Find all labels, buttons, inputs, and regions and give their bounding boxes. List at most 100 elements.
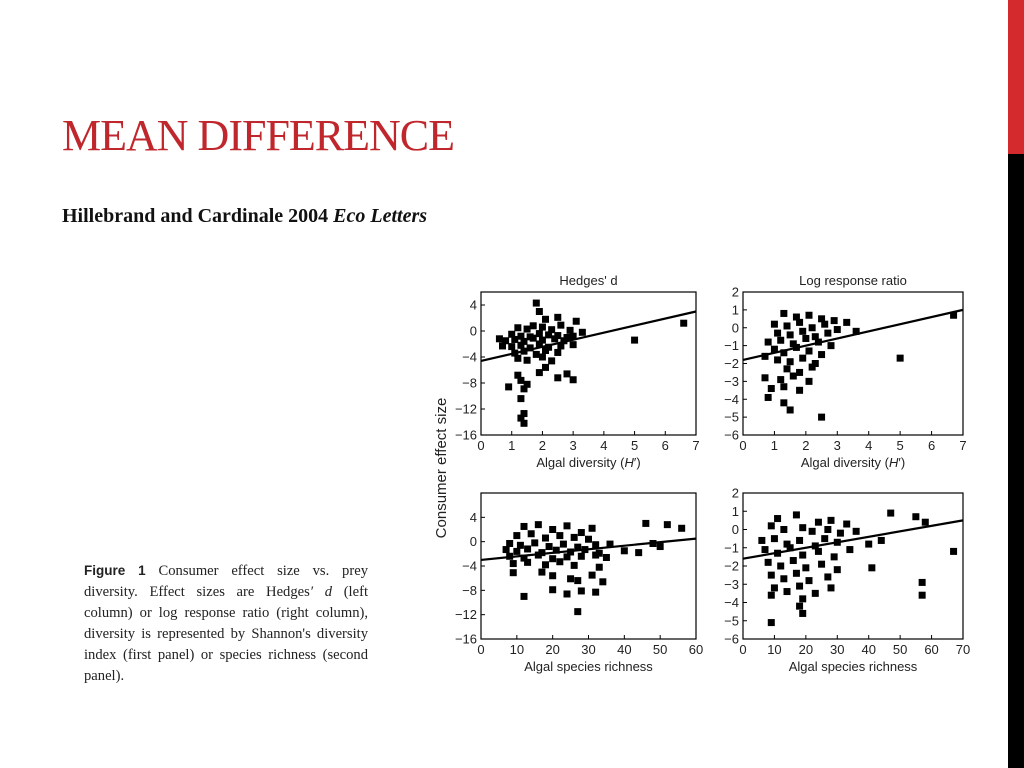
data-point [513, 547, 521, 555]
y-tick-label: −3 [724, 374, 739, 389]
data-point [852, 327, 860, 335]
y-tick-label: −8 [462, 376, 477, 391]
data-point [592, 551, 600, 559]
data-point [789, 340, 797, 348]
data-point [545, 543, 553, 551]
data-point [516, 541, 524, 549]
data-point [780, 309, 788, 317]
data-point [811, 542, 819, 550]
data-point [808, 527, 816, 535]
data-point [581, 546, 589, 554]
data-point [508, 343, 516, 351]
data-point [827, 342, 835, 350]
data-point [786, 331, 794, 339]
data-point [680, 319, 688, 327]
data-point [502, 337, 510, 345]
x-tick-label: 20 [545, 642, 559, 657]
data-point [588, 571, 596, 579]
data-point [542, 363, 549, 371]
data-point [577, 529, 585, 537]
y-tick-label: −4 [462, 559, 477, 574]
data-point [535, 308, 543, 315]
y-tick-label: −1 [724, 338, 739, 353]
y-tick-label: −4 [462, 350, 477, 365]
data-point [563, 522, 571, 530]
data-point [554, 313, 562, 321]
data-point [770, 535, 778, 543]
data-point [560, 337, 568, 345]
data-point [506, 552, 514, 560]
data-point [852, 527, 860, 535]
y-tick-label: −12 [455, 607, 477, 622]
x-tick-label: 6 [928, 438, 935, 453]
x-tick-label: 60 [924, 642, 938, 657]
data-point [567, 548, 575, 556]
data-point [818, 413, 826, 421]
figure-caption: Figure 1 Consumer effect size vs. prey d… [84, 560, 368, 687]
data-point [595, 563, 603, 571]
data-point [517, 376, 525, 384]
data-point [767, 522, 775, 530]
data-point [538, 323, 546, 331]
data-point [877, 536, 885, 544]
data-point [830, 317, 838, 325]
data-point [896, 354, 904, 362]
x-axis-label: Algal diversity (H′) [536, 455, 640, 470]
data-point [780, 349, 788, 357]
y-tick-label: −4 [724, 392, 739, 407]
data-point [517, 414, 525, 422]
data-point [535, 330, 543, 338]
data-point [918, 591, 926, 599]
data-point [563, 553, 571, 561]
data-point [552, 546, 560, 554]
y-tick-label: −1 [724, 540, 739, 555]
y-tick-label: −5 [724, 613, 739, 628]
scatter-panel-1: Hedges' d 0 1 2 3 4 5 6 7 4 0 −4 −8 −12 −16 Algal diver… [455, 273, 700, 470]
data-point [780, 383, 788, 391]
data-point [517, 395, 525, 403]
data-point [542, 534, 549, 542]
data-point [811, 333, 819, 341]
data-point [592, 588, 600, 596]
shared-ylabel: Consumer effect size [433, 398, 450, 539]
data-point [805, 311, 813, 319]
data-point [767, 571, 775, 579]
data-point [814, 547, 822, 555]
data-point [548, 357, 556, 365]
x-tick-label: 70 [956, 642, 970, 657]
trend-line [480, 537, 697, 562]
y-tick-label: 0 [732, 522, 739, 537]
data-point [574, 543, 582, 551]
data-point [514, 324, 522, 332]
data-point [577, 587, 585, 595]
data-point [535, 369, 543, 377]
data-point [642, 519, 650, 527]
data-point [505, 383, 513, 391]
data-point [827, 516, 835, 524]
data-point [511, 335, 519, 343]
data-point [566, 326, 574, 334]
data-point [789, 557, 797, 565]
data-point [520, 592, 528, 600]
panel-title: Log response ratio [799, 273, 907, 288]
data-point [805, 347, 813, 355]
y-tick-label: 0 [470, 534, 477, 549]
data-point [556, 558, 564, 566]
data-point [574, 577, 582, 585]
data-point [499, 342, 506, 350]
data-point [569, 341, 577, 349]
panel-title: Hedges' d [559, 273, 617, 288]
x-tick-label: 1 [508, 438, 515, 453]
data-point [799, 354, 807, 362]
data-point [814, 338, 822, 346]
y-tick-label: −16 [455, 632, 477, 647]
data-point [792, 569, 800, 577]
data-point [570, 533, 578, 541]
x-axis-label: Algal species richness [789, 659, 918, 674]
data-point [777, 336, 785, 344]
data-point [814, 518, 822, 526]
x-tick-label: 50 [893, 642, 907, 657]
data-point [554, 348, 562, 356]
y-tick-label: −16 [455, 428, 477, 443]
